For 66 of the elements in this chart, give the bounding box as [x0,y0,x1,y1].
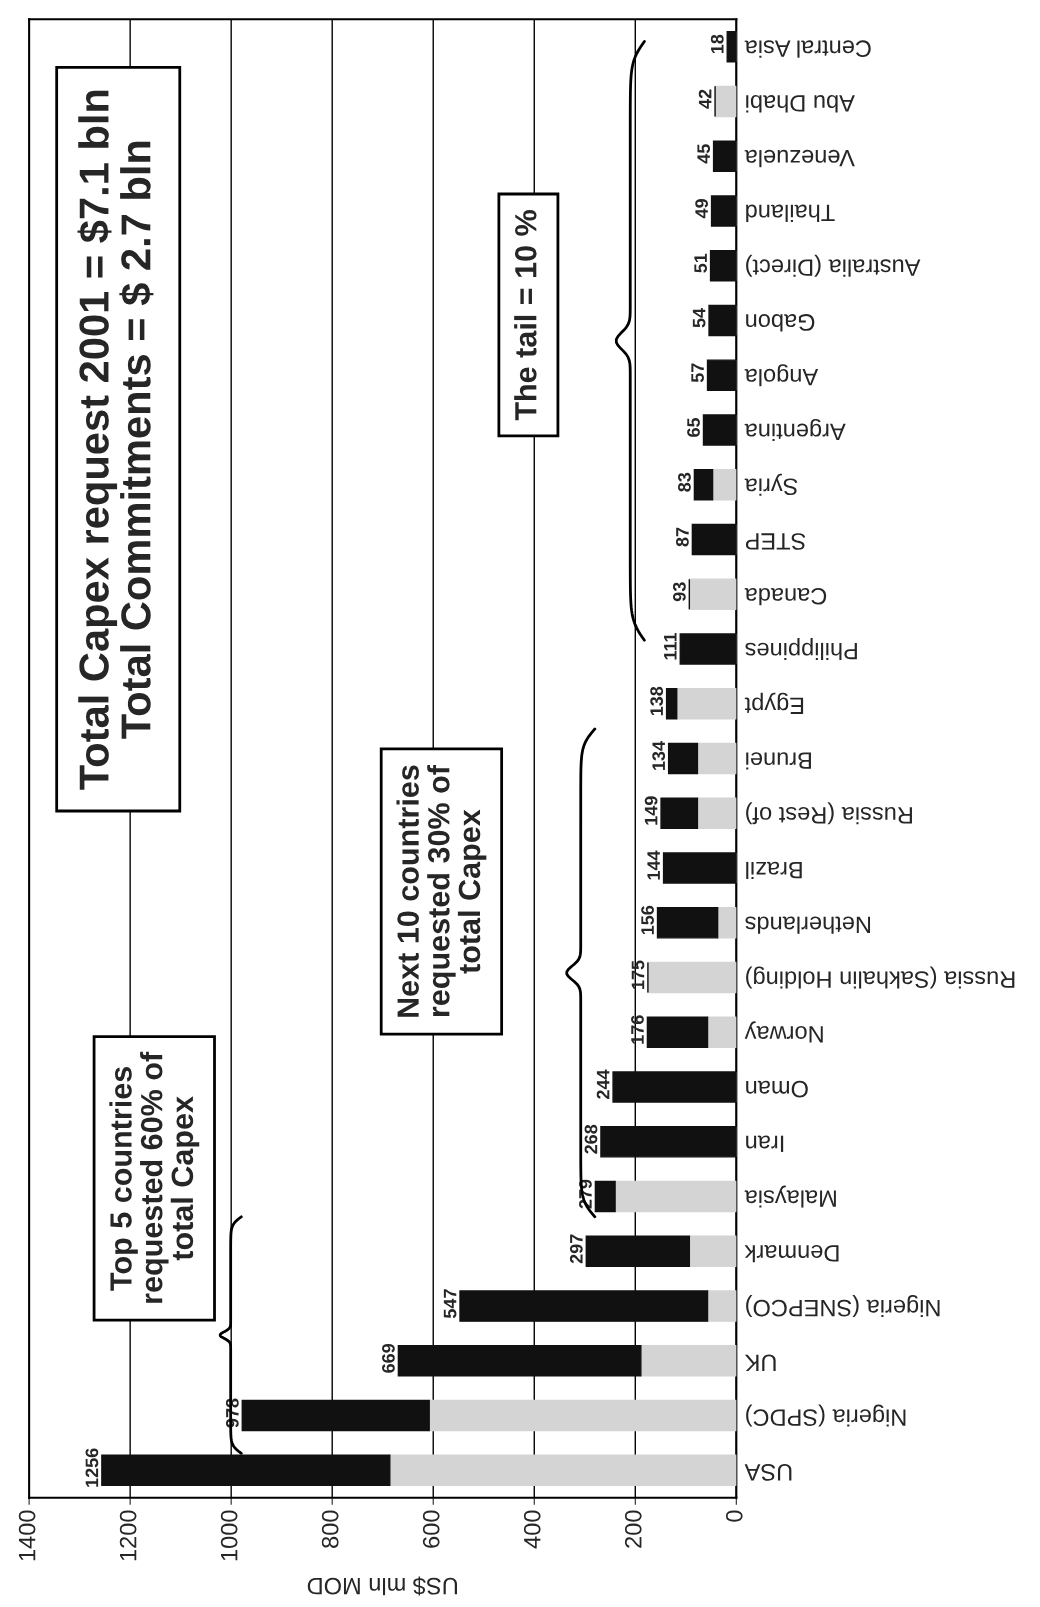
x-tick-label: 400 [523,1510,541,1549]
y-tick-label: Argentina [744,418,846,441]
y-tick-label: USA [744,1464,792,1481]
y-tick-label: Philippines [745,637,857,660]
total-label: 49 [695,199,708,219]
total-label: 547 [443,1289,457,1319]
total-label: 111 [664,632,677,660]
y-tick-label: Canada [744,587,827,606]
total-label: 175 [631,960,645,989]
y-tick-label: Nigeria (SPDC) [746,1404,906,1427]
total-label: 149 [644,796,658,825]
x-tick-label: 1200 [119,1510,137,1561]
total-label: 268 [584,1124,598,1154]
total-label: 57 [691,363,704,383]
total-label: 176 [631,1015,644,1044]
total-label: 669 [382,1343,395,1373]
y-tick-label: Malaysia [744,1185,836,1208]
total-label: 45 [697,144,711,164]
y-tick-label: Egypt [744,692,804,714]
total-label: 42 [698,89,712,109]
y-tick-label: Venezuela [744,149,855,168]
total-label: 54 [692,307,706,328]
total-label: 297 [569,1234,583,1264]
y-tick-label: Angola [744,364,819,387]
annotation: Top 5 countries requested 60% of total Capex [109,1051,200,1303]
y-tick-label: Australia (Direct) [746,254,921,277]
x-tick-label: 800 [321,1510,339,1548]
x-tick-label: 600 [422,1510,440,1548]
x-axis-title: US$ mln MOD [307,1576,457,1596]
y-tick-label: Denmark [744,1244,839,1263]
y-tick-label: Russia (Rest of) [746,802,912,825]
y-tick-label: Norway [744,1021,823,1043]
y-tick-label: Thailand [746,204,835,222]
x-tick-label: 200 [624,1510,642,1548]
total-label: 93 [672,582,686,602]
y-tick-label: Russia (Sakhalin Holding) [746,966,1015,989]
total-label: 144 [647,850,660,880]
y-tick-label: Brazil [746,861,802,880]
y-tick-label: Gabon [746,314,815,332]
total-label: 65 [687,417,700,437]
total-label: 156 [641,905,654,935]
y-tick-label: Abu Dhabi [746,95,855,113]
x-tick-label: 0 [725,1510,743,1522]
total-label: 51 [694,253,707,273]
y-tick-label: Oman [746,1080,808,1098]
total-label: 18 [710,34,724,54]
total-label: 138 [650,686,664,716]
y-tick-label: STEP [745,533,806,550]
x-tick-label: 1400 [18,1510,36,1561]
annotation: Total Commitments = $ 2.7 bln [119,141,154,739]
total-label: 134 [652,741,666,770]
y-tick-label: Central Asia [744,40,871,58]
annotation: The tail = 10 % [514,210,537,421]
y-tick-label: Netherlands [745,916,871,934]
x-tick-label: 1000 [220,1510,238,1561]
total-label: 87 [676,527,689,547]
y-tick-label: UK [744,1354,776,1371]
total-label: 83 [678,472,691,492]
annotation: Total Capex request 2001 = $7.1 bln [77,90,118,790]
y-tick-label: Brunei [746,752,811,770]
total-label: 244 [596,1069,610,1099]
annotation: Next 10 countries requested 30% of total Capex [396,764,487,1017]
y-tick-label: Nigeria (SNEPCO) [746,1295,940,1318]
y-tick-label: Syria [744,473,798,496]
y-tick-label: Iran [746,1135,784,1152]
total-label: 1256 [85,1448,99,1487]
